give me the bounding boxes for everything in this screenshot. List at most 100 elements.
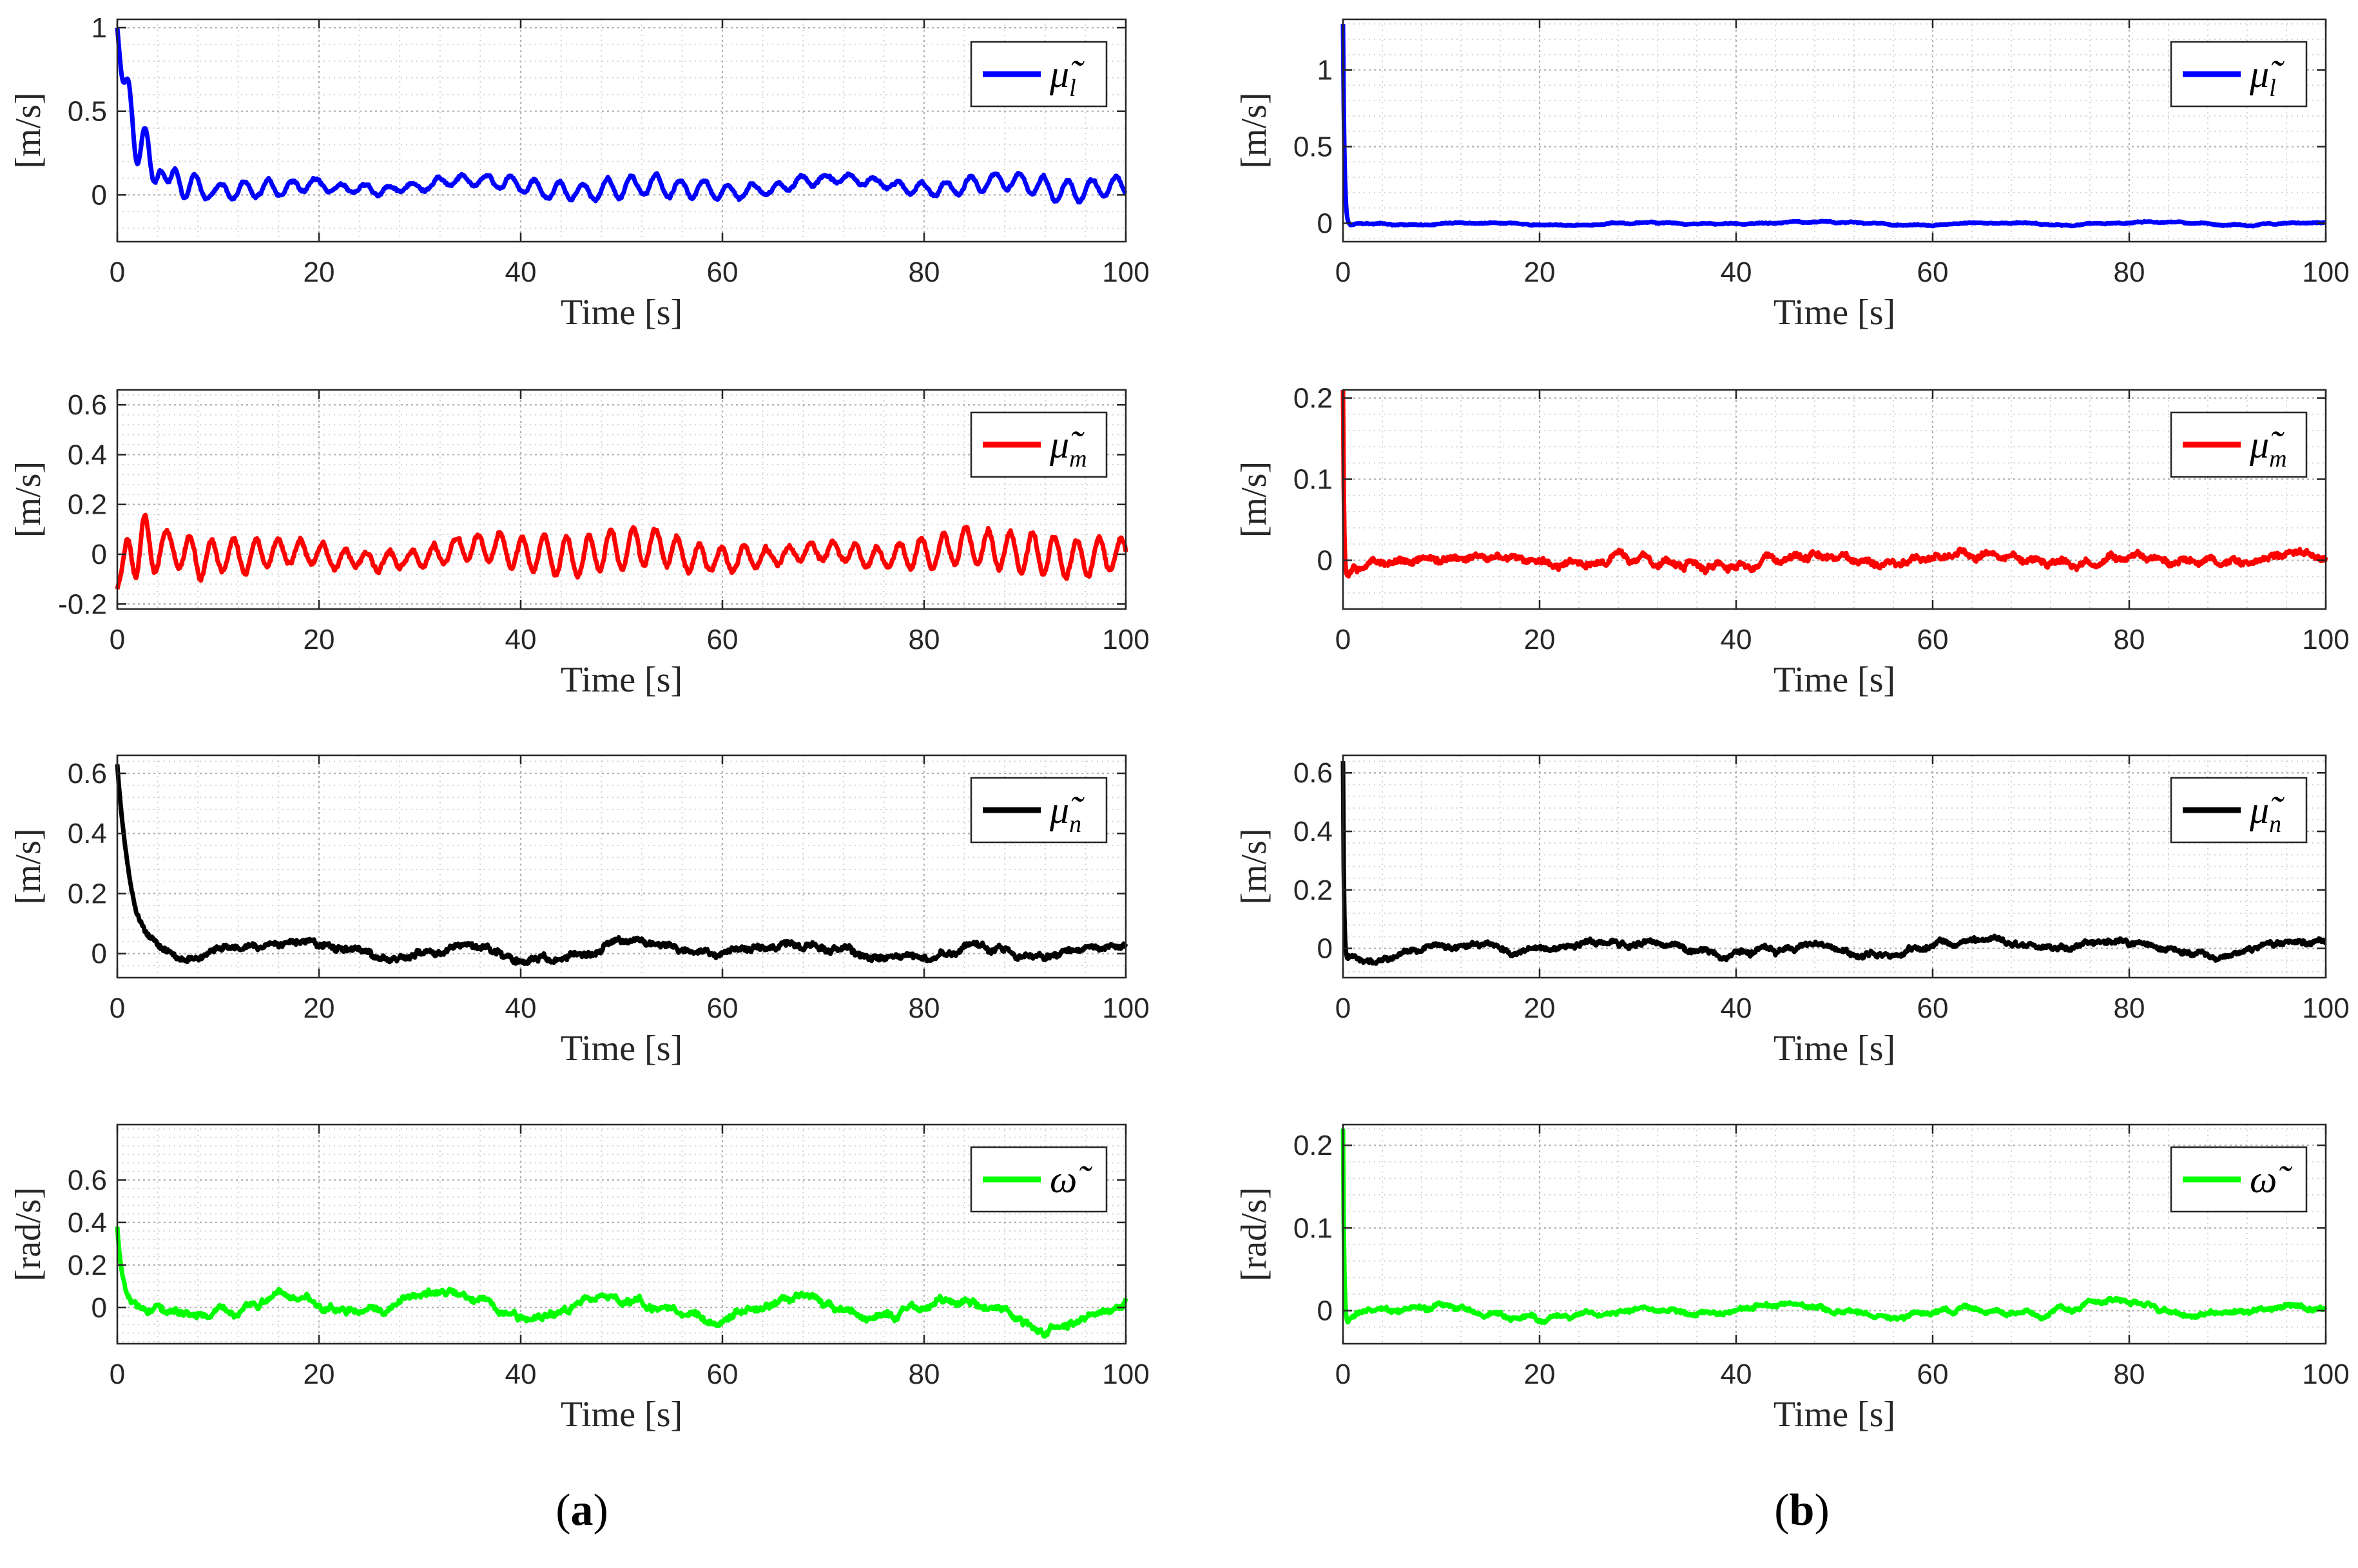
x-tick-label: 80 <box>909 256 940 288</box>
x-tick-label: 40 <box>1721 256 1752 288</box>
y-axis-label: [m/s] <box>1234 92 1274 168</box>
chart-a1: 0 20 40 60 80 100 0 0.5 1 Time [s] [m/s] μ̃l <box>8 12 1150 333</box>
panel-label-a: (a) <box>556 1486 608 1535</box>
x-tick-label: 60 <box>1917 1359 1949 1390</box>
x-tick-label: 100 <box>1102 256 1149 288</box>
x-tick-label: 0 <box>1335 624 1351 655</box>
x-tick-label: 0 <box>1335 992 1351 1024</box>
x-axis-label: Time [s] <box>561 660 682 700</box>
x-tick-label: 60 <box>1917 256 1949 288</box>
y-tick-label: 0 <box>1317 545 1333 576</box>
chart-b3: 0 20 40 60 80 100 0 0.2 0.4 0.6 Time [s] [m/s] μ̃n <box>1234 754 2350 1069</box>
y-tick-label: 0.1 <box>1293 464 1333 496</box>
x-axis-label: Time [s] <box>1773 1029 1895 1069</box>
y-tick-label: 0.4 <box>68 818 107 849</box>
series-line-b2 <box>1340 389 2328 579</box>
x-tick-label: 80 <box>2114 1359 2145 1390</box>
x-tick-label: 100 <box>2302 624 2349 655</box>
x-tick-label: 40 <box>1721 624 1752 655</box>
y-tick-label: 0.6 <box>68 389 107 421</box>
x-tick-label: 100 <box>2302 992 2349 1024</box>
x-tick-label: 40 <box>1721 1359 1752 1390</box>
legend-label-subscript: l <box>2269 75 2276 102</box>
y-tick-label: 0 <box>92 1292 107 1324</box>
x-tick-label: 40 <box>505 624 537 655</box>
plot-area <box>1343 1125 2326 1344</box>
y-tick-label: 1 <box>1317 55 1333 86</box>
axes-box <box>116 18 1127 243</box>
y-tick-label: 0 <box>92 938 107 970</box>
y-axis-label: [rad/s] <box>1234 1187 1274 1281</box>
legend: μ̃n <box>970 777 1108 844</box>
y-tick-label: 1 <box>92 12 107 44</box>
y-axis-label: [rad/s] <box>8 1187 48 1281</box>
axes-box <box>1342 1123 2327 1345</box>
y-axis-label: [m/s] <box>8 92 48 168</box>
x-tick-label: 20 <box>1524 256 1556 288</box>
x-axis-label: Time [s] <box>1773 293 1895 333</box>
y-tick-label: 0 <box>1317 1295 1333 1327</box>
x-tick-label: 80 <box>909 624 940 655</box>
x-tick-label: 20 <box>1524 992 1556 1024</box>
x-tick-label: 0 <box>110 256 125 288</box>
y-tick-label: 0.4 <box>68 1207 107 1239</box>
x-tick-label: 0 <box>1335 256 1351 288</box>
y-tick-label: 0.2 <box>68 489 107 521</box>
x-tick-label: 80 <box>909 1359 940 1390</box>
axes-box <box>116 754 1127 979</box>
y-axis-label: [m/s] <box>1234 828 1274 904</box>
chart-b1: 0 20 40 60 80 100 0 0.5 1 Time [s] [m/s] μ̃l <box>1234 18 2350 333</box>
plot-area <box>1343 755 2326 978</box>
x-axis-label: Time [s] <box>1773 660 1895 700</box>
x-axis-label: Time [s] <box>561 293 682 333</box>
y-tick-label: 0 <box>92 539 107 570</box>
series-line-b1 <box>1340 24 2328 229</box>
x-tick-label: 80 <box>2114 992 2145 1024</box>
y-tick-label: 0.5 <box>1293 131 1333 162</box>
y-tick-label: 0.2 <box>1293 383 1333 414</box>
y-tick-label: 0.2 <box>68 1250 107 1281</box>
series-line-a2 <box>115 512 1128 590</box>
plot-area <box>1343 19 2326 242</box>
chart-b4: 0 20 40 60 80 100 0 0.1 0.2 Time [s] [rad/s] ω̃ <box>1234 1123 2350 1435</box>
axes-box <box>1342 389 2327 610</box>
legend-label-subscript: m <box>2269 445 2286 472</box>
legend: μ̃l <box>970 41 1108 108</box>
x-axis-label: Time [s] <box>1773 1395 1895 1435</box>
y-axis-label: [m/s] <box>8 828 48 904</box>
series-line-a1 <box>115 27 1128 205</box>
x-tick-label: 60 <box>1917 992 1949 1024</box>
legend-label-subscript: l <box>1069 75 1076 102</box>
x-tick-label: 100 <box>2302 256 2349 288</box>
y-tick-label: 0.2 <box>68 878 107 909</box>
legend: μ̃n <box>2170 777 2308 844</box>
x-tick-label: 60 <box>1917 624 1949 655</box>
panel-label-b: (b) <box>1774 1486 1830 1535</box>
x-tick-label: 0 <box>110 1359 125 1390</box>
x-tick-label: 80 <box>2114 256 2145 288</box>
y-tick-label: 0 <box>92 179 107 211</box>
chart-a4: 0 20 40 60 80 100 0 0.2 0.4 0.6 Time [s] [rad/s] ω̃ <box>8 1123 1150 1435</box>
y-tick-label: -0.2 <box>58 588 107 620</box>
series-line-a4 <box>115 1226 1128 1339</box>
legend: ω̃ <box>2170 1146 2308 1213</box>
x-tick-label: 40 <box>505 992 537 1024</box>
axes-box <box>116 389 1127 610</box>
series-line-a3 <box>115 764 1128 966</box>
y-axis-label: [m/s] <box>8 461 48 537</box>
x-tick-label: 40 <box>505 1359 537 1390</box>
x-tick-label: 0 <box>1335 1359 1351 1390</box>
y-tick-label: 0.6 <box>68 758 107 789</box>
x-tick-label: 20 <box>304 1359 335 1390</box>
axes-box <box>1342 18 2327 243</box>
axes-box <box>116 1123 1127 1345</box>
x-tick-label: 100 <box>1102 624 1149 655</box>
series-line-b4 <box>1340 1128 2328 1326</box>
y-tick-label: 0.2 <box>1293 875 1333 906</box>
y-tick-label: 0.2 <box>1293 1130 1333 1161</box>
x-tick-label: 20 <box>304 256 335 288</box>
legend-label-subscript: n <box>1069 811 1081 838</box>
x-tick-label: 20 <box>1524 624 1556 655</box>
